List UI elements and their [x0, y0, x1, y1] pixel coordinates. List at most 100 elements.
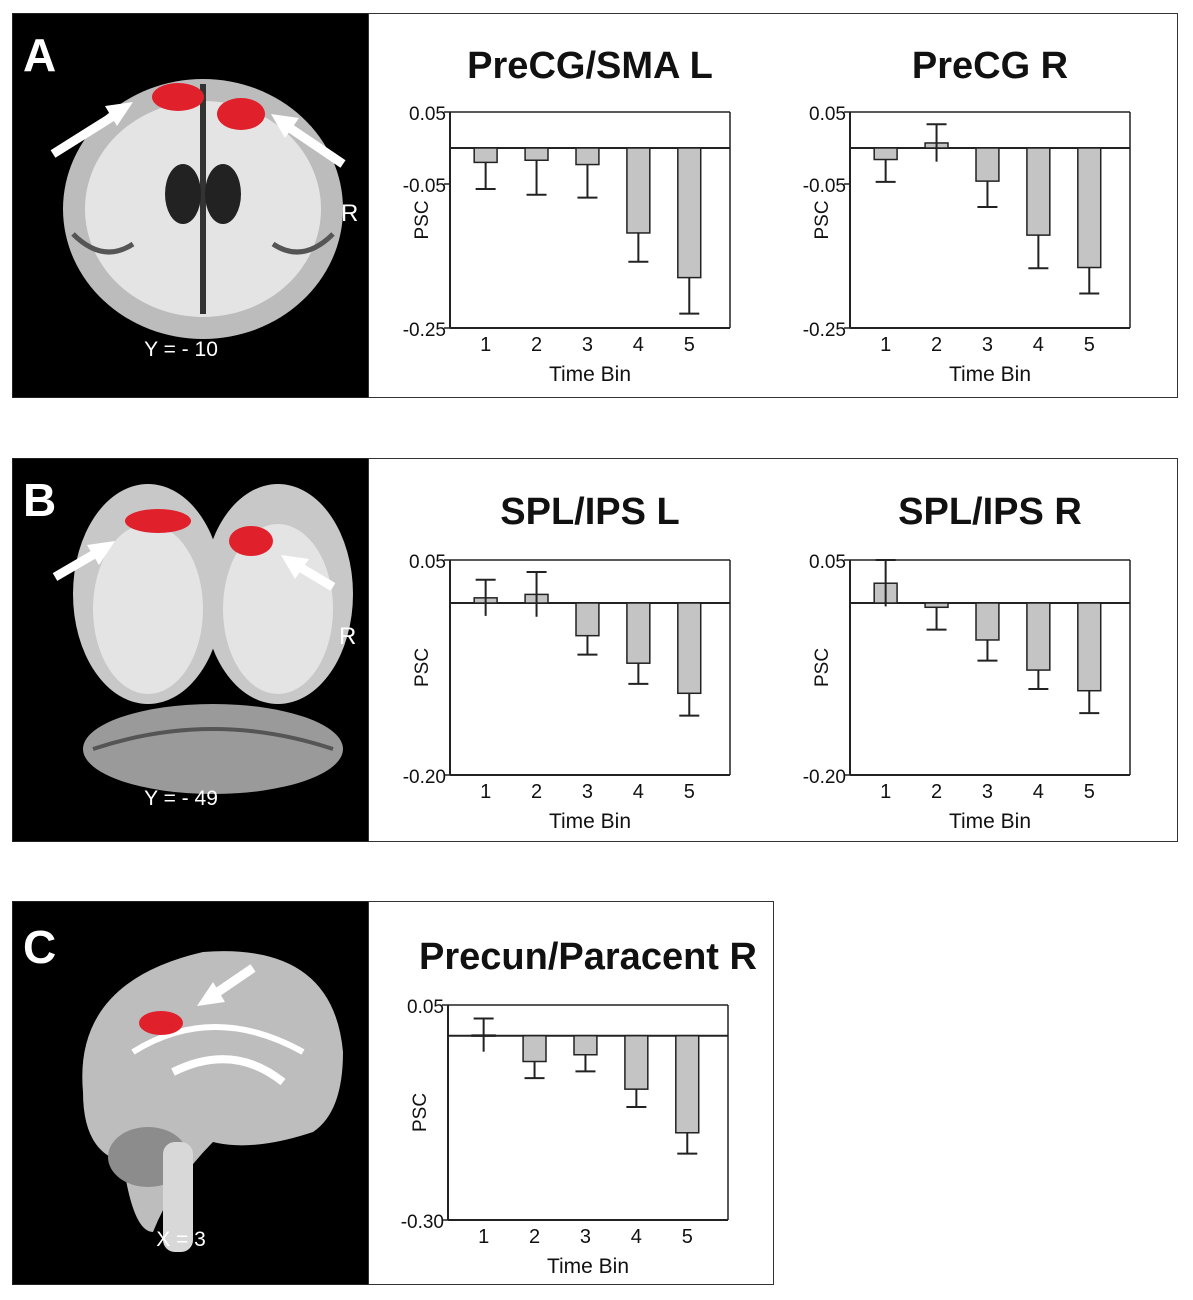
x-tick-label: 5	[682, 1226, 693, 1248]
bar-2	[524, 147, 549, 161]
chart-2: PreCG R 0.05 -0.05 -0.25 PSC 1 2 3 4 5 Time Bin	[803, 45, 1131, 386]
y-axis-label: PSC	[410, 1093, 431, 1132]
y-tick-label: 0.05	[409, 104, 446, 125]
bar-3	[575, 602, 600, 637]
x-tick-label: 1	[478, 1226, 489, 1248]
bar-5	[675, 1034, 700, 1134]
hemisphere-label-b: R	[339, 623, 357, 650]
activation-blob	[139, 1011, 183, 1035]
x-tick-label: 5	[1084, 781, 1095, 803]
bar-1	[873, 147, 898, 161]
x-tick-label: 3	[982, 334, 993, 356]
y-tick-label: -0.20	[403, 767, 446, 788]
chart-3: SPL/IPS L 0.05 -0.20 PSC 1 2 3 4 5 Time Bin	[403, 491, 731, 833]
x-axis-label: Time Bin	[547, 1255, 629, 1278]
y-axis-label: PSC	[812, 648, 833, 687]
bar-2	[522, 1034, 547, 1063]
y-tick-label: -0.25	[803, 320, 846, 341]
hemisphere-label-a: R	[341, 200, 359, 227]
x-axis-label: Time Bin	[949, 810, 1031, 833]
x-tick-label: 3	[582, 334, 593, 356]
y-tick-label: 0.05	[809, 104, 846, 125]
bar-3	[975, 602, 1000, 641]
panel-letter-c: C	[23, 921, 57, 973]
panel-letter-a: A	[23, 29, 57, 81]
bar-3	[975, 147, 1000, 182]
slice-coordinate-a: Y = - 10	[144, 338, 218, 361]
y-tick-label: -0.05	[803, 176, 846, 197]
x-tick-label: 4	[631, 1226, 642, 1248]
brain-image-panel-c: C X = 3	[12, 901, 370, 1285]
y-tick-label: 0.05	[409, 552, 446, 573]
bar-4	[1026, 147, 1051, 236]
x-tick-label: 4	[633, 334, 644, 356]
y-tick-label: -0.30	[401, 1212, 444, 1233]
chart-5: Precun/Paracent R 0.05 -0.30 PSC 1 2 3 4 5 Time B…	[401, 936, 757, 1278]
chart-4: SPL/IPS R 0.05 -0.20 PSC 1 2 3 4 5 Time Bin	[803, 491, 1131, 833]
x-tick-label: 4	[1033, 781, 1044, 803]
x-tick-label: 2	[931, 334, 942, 356]
y-tick-label: -0.05	[403, 176, 446, 197]
chart-title: SPL/IPS L	[500, 491, 679, 533]
x-tick-label: 2	[529, 1226, 540, 1248]
x-tick-label: 3	[982, 781, 993, 803]
bar-3	[573, 1034, 598, 1056]
y-tick-label: -0.20	[803, 767, 846, 788]
x-axis-label: Time Bin	[549, 810, 631, 833]
x-tick-label: 5	[1084, 334, 1095, 356]
x-tick-label: 2	[531, 334, 542, 356]
slice-coordinate-c: X = 3	[156, 1228, 206, 1251]
coronal-brain-slice-posterior-icon	[52, 484, 353, 794]
x-tick-label: 1	[480, 781, 491, 803]
chart-title: Precun/Paracent R	[419, 936, 757, 978]
arrow-icon	[197, 964, 256, 1006]
bar-4	[626, 602, 651, 664]
x-tick-label: 1	[880, 781, 891, 803]
coronal-brain-slice-icon	[50, 79, 346, 339]
brain-image-panel-b: B R Y = - 49	[12, 458, 370, 842]
activation-right-blob	[217, 98, 265, 130]
brain-image-panel-a: A R Y = - 10	[12, 13, 370, 398]
activation-left-blob	[125, 509, 191, 533]
bar-4	[624, 1034, 649, 1090]
slice-coordinate-b: Y = - 49	[144, 787, 218, 810]
chart-title: PreCG/SMA L	[467, 45, 713, 87]
bar-5	[1077, 602, 1102, 692]
bar-5	[677, 602, 702, 695]
chart-title: SPL/IPS R	[898, 491, 1082, 533]
x-axis-label: Time Bin	[549, 363, 631, 386]
y-axis-label: PSC	[412, 648, 433, 687]
x-tick-label: 4	[1033, 334, 1044, 356]
x-tick-label: 3	[580, 1226, 591, 1248]
y-axis-label: PSC	[812, 200, 833, 239]
x-tick-label: 5	[684, 781, 695, 803]
x-tick-label: 2	[531, 781, 542, 803]
bar-4	[1026, 602, 1051, 671]
activation-right-blob	[229, 526, 273, 556]
arrow-right-icon	[281, 555, 336, 591]
chart-1: PreCG/SMA L 0.05 -0.05 -0.25 PSC 1 2 3 4 5 Time Bi…	[403, 45, 731, 386]
bar-1	[473, 147, 498, 164]
activation-left-blob	[152, 83, 204, 111]
y-tick-label: 0.05	[407, 997, 444, 1018]
bar-5	[1077, 147, 1102, 269]
bar-4	[626, 147, 651, 234]
x-tick-label: 4	[633, 781, 644, 803]
bar-2	[924, 602, 949, 609]
arrow-right-icon	[271, 114, 346, 168]
arrow-left-icon	[52, 541, 115, 581]
x-tick-label: 1	[880, 334, 891, 356]
bar-3	[575, 147, 600, 166]
y-axis-label: PSC	[412, 200, 433, 239]
x-tick-label: 2	[931, 781, 942, 803]
x-tick-label: 3	[582, 781, 593, 803]
y-tick-label: -0.25	[403, 320, 446, 341]
chart-title: PreCG R	[912, 45, 1068, 87]
sagittal-brain-slice-icon	[82, 951, 344, 1252]
x-axis-label: Time Bin	[949, 363, 1031, 386]
arrow-left-icon	[50, 102, 133, 158]
bar-5	[677, 147, 702, 279]
x-tick-label: 5	[684, 334, 695, 356]
panel-letter-b: B	[23, 474, 57, 526]
